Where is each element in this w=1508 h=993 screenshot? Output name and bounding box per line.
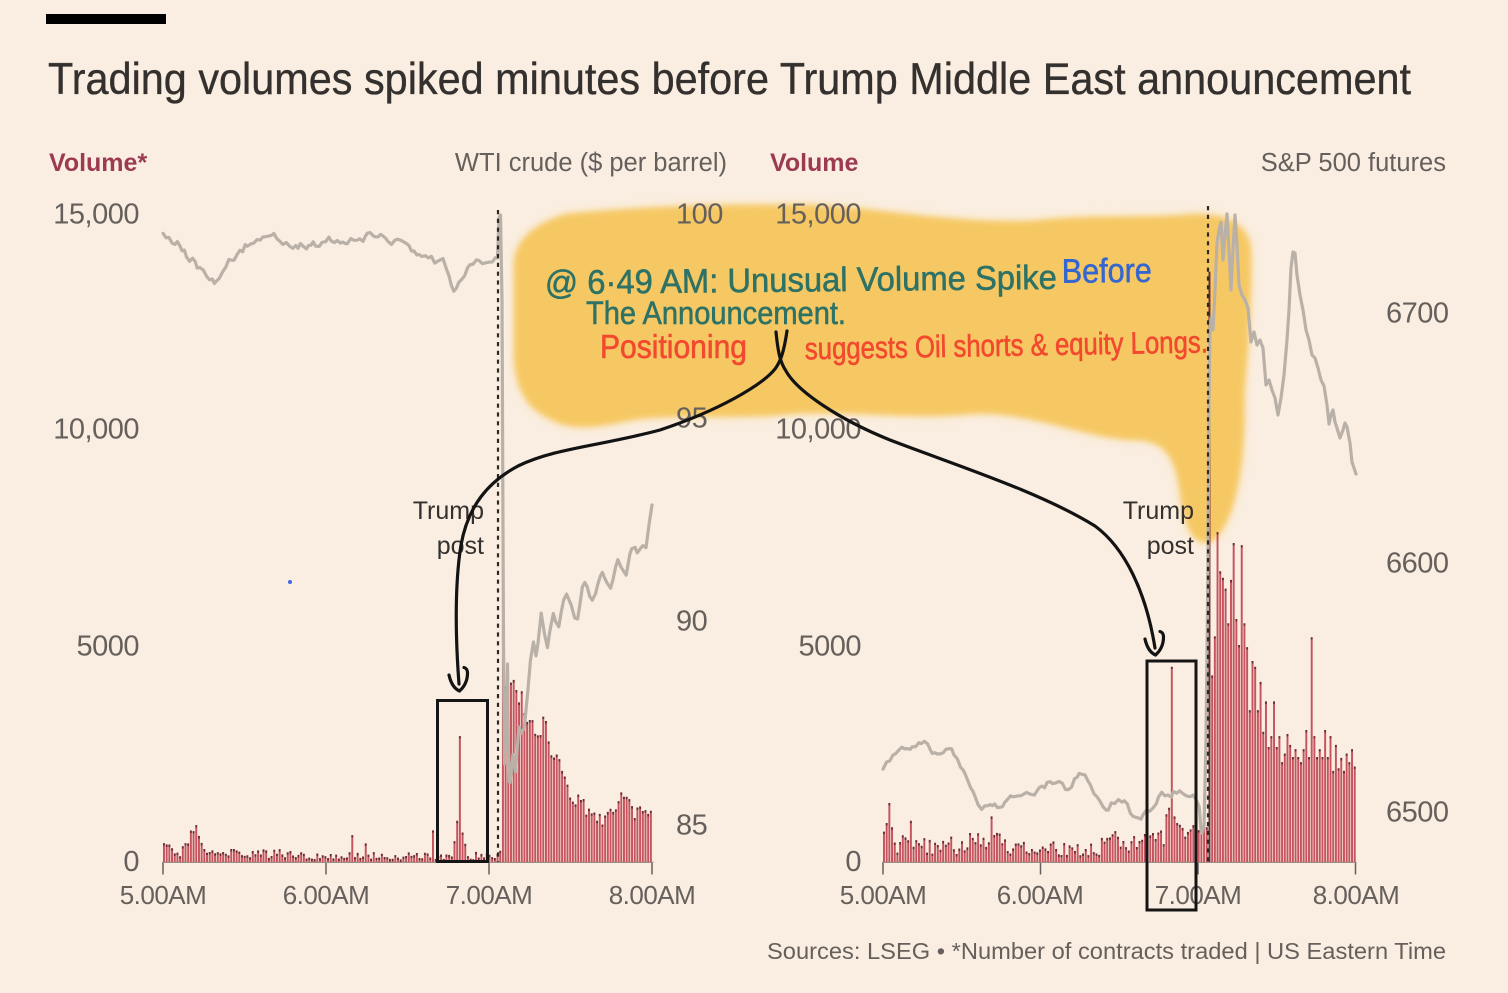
svg-text:7.00AM: 7.00AM — [446, 880, 533, 910]
svg-text:10,000: 10,000 — [53, 414, 139, 446]
svg-text:8.00AM: 8.00AM — [609, 880, 696, 910]
svg-text:Trump: Trump — [1123, 497, 1194, 525]
svg-text:7.00AM: 7.00AM — [1155, 880, 1242, 910]
svg-text:0: 0 — [123, 846, 139, 878]
svg-text:Positioning: Positioning — [600, 328, 747, 365]
svg-text:5.00AM: 5.00AM — [120, 880, 207, 910]
svg-text:suggests Oil shorts & equity L: suggests Oil shorts & equity Longs. — [805, 324, 1209, 366]
svg-text:15,000: 15,000 — [775, 199, 861, 231]
svg-text:5000: 5000 — [798, 631, 861, 663]
svg-text:5.00AM: 5.00AM — [840, 880, 927, 910]
svg-text:8.00AM: 8.00AM — [1313, 880, 1400, 910]
svg-text:@ 6·49 AM: Unusual Volume Spik: @ 6·49 AM: Unusual Volume Spike — [545, 259, 1057, 302]
svg-text:6.00AM: 6.00AM — [283, 880, 370, 910]
svg-text:Volume: Volume — [770, 149, 859, 177]
svg-text:WTI crude ($ per barrel): WTI crude ($ per barrel) — [455, 149, 727, 177]
svg-text:5000: 5000 — [76, 631, 139, 663]
svg-text:The Announcement.: The Announcement. — [586, 295, 846, 331]
svg-text:Sources: LSEG • *Number of con: Sources: LSEG • *Number of contracts tra… — [767, 938, 1446, 964]
svg-text:Trading volumes spiked minutes: Trading volumes spiked minutes before Tr… — [48, 55, 1412, 104]
svg-text:6600: 6600 — [1386, 548, 1449, 580]
svg-text:10,000: 10,000 — [775, 414, 861, 446]
svg-text:6.00AM: 6.00AM — [997, 880, 1084, 910]
svg-text:85: 85 — [676, 810, 707, 842]
svg-text:S&P 500 futures: S&P 500 futures — [1261, 149, 1446, 177]
svg-text:Before: Before — [1062, 252, 1152, 291]
svg-text:6500: 6500 — [1386, 797, 1449, 829]
svg-text:0: 0 — [845, 846, 861, 878]
svg-text:15,000: 15,000 — [53, 199, 139, 231]
svg-text:Volume*: Volume* — [49, 149, 147, 177]
svg-text:6700: 6700 — [1386, 298, 1449, 330]
svg-text:100: 100 — [676, 199, 723, 231]
svg-text:90: 90 — [676, 606, 707, 638]
svg-text:post: post — [1147, 532, 1194, 560]
